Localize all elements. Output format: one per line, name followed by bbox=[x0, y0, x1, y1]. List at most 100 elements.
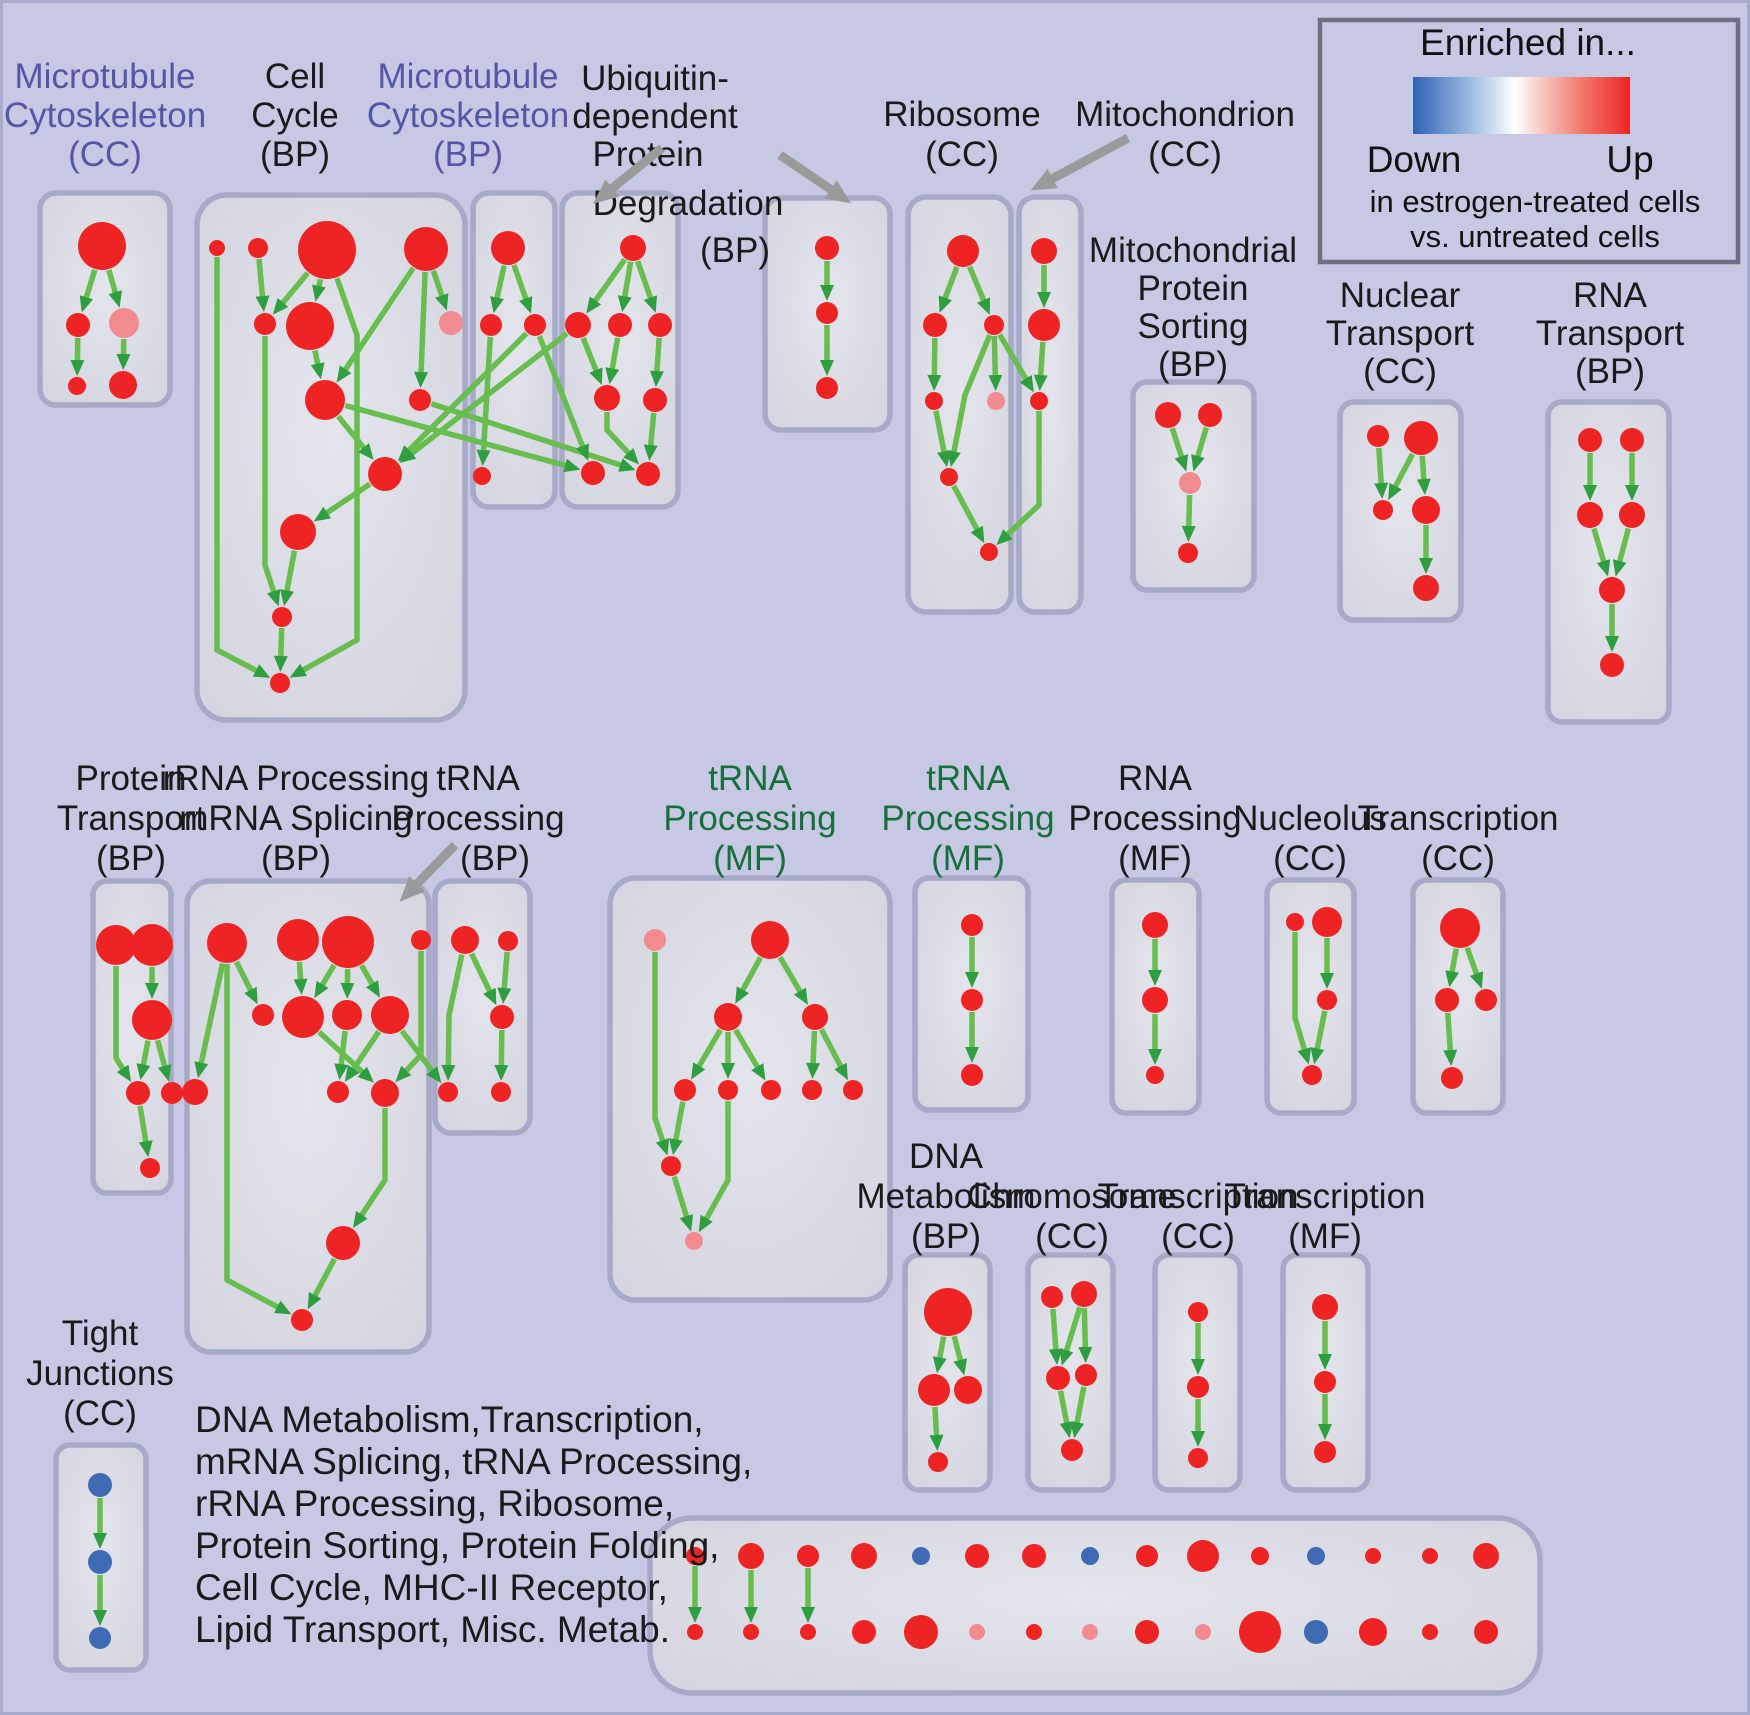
misc-text-line: Protein Sorting, Protein Folding, bbox=[195, 1525, 719, 1566]
edge-arrow bbox=[497, 951, 512, 1005]
cluster-label-line: Mitochondrial bbox=[1089, 231, 1297, 270]
go-term-node-ribosome-cc-1 bbox=[923, 313, 947, 337]
go-term-node-trna-processing-mf-large-7 bbox=[802, 1080, 822, 1100]
go-term-node-misc-clusters-strip-28 bbox=[1422, 1624, 1438, 1640]
cluster-label-line: Transport bbox=[1536, 314, 1685, 353]
edge-arrow bbox=[1169, 427, 1189, 472]
go-term-node-transcription-cc-row2-1 bbox=[1435, 988, 1459, 1012]
edge-arrow bbox=[399, 1029, 442, 1084]
cluster-label-transcription-cc-row3: Transcription(CC) bbox=[1098, 1177, 1299, 1256]
nodes-ribosome-cc bbox=[923, 235, 1005, 561]
edges-trna-processing-bp bbox=[441, 951, 512, 1082]
cluster-label-line: Transcription bbox=[1098, 1177, 1299, 1216]
edge-arrow bbox=[490, 264, 507, 314]
go-term-node-trna-processing-bp-1 bbox=[498, 931, 518, 951]
go-term-node-misc-clusters-strip-12 bbox=[1365, 1548, 1381, 1564]
edges-microtubule-cytoskeleton-cc bbox=[70, 269, 131, 377]
go-term-node-rna-transport-bp-3 bbox=[1619, 502, 1645, 528]
go-term-node-microtubule-cytoskeleton-cc-3 bbox=[68, 377, 86, 395]
edge-arrow bbox=[255, 258, 270, 313]
go-term-node-mitochondrial-protein-sorting-bp-2 bbox=[1179, 472, 1201, 494]
edge-arrow bbox=[536, 335, 589, 461]
go-term-node-rna-transport-bp-0 bbox=[1578, 428, 1602, 452]
legend-up-label: Up bbox=[1606, 139, 1653, 180]
cluster-label-transcription-mf: Transcription(MF) bbox=[1225, 1177, 1426, 1256]
go-term-node-transcription-cc-row2-3 bbox=[1441, 1067, 1463, 1089]
edge-arrow bbox=[154, 1039, 172, 1082]
edges-cell-cycle-bp bbox=[214, 257, 449, 678]
edge-arrow bbox=[733, 1028, 766, 1081]
nodes-microtubule-cytoskeleton-bp bbox=[473, 231, 546, 485]
cluster-label-line: dependent bbox=[572, 97, 738, 136]
go-term-node-ubiquitin-chain-cluster-1 bbox=[816, 302, 838, 324]
cluster-label-line: (BP) bbox=[96, 839, 166, 878]
go-term-node-misc-clusters-strip-17 bbox=[800, 1624, 816, 1640]
go-term-node-rrna-processing-mrna-splicing-bp-7 bbox=[371, 996, 409, 1034]
cluster-label-line: (CC) bbox=[68, 135, 142, 174]
go-term-node-transcription-mf-2 bbox=[1314, 1441, 1336, 1463]
cluster-label-line: Processing bbox=[881, 799, 1054, 838]
edge-arrow bbox=[649, 337, 664, 388]
go-term-node-cell-cycle-bp-0 bbox=[209, 240, 225, 256]
go-term-node-trna-processing-mf-small-2 bbox=[961, 1064, 983, 1086]
edges-transcription-cc-row2 bbox=[1443, 946, 1484, 1067]
go-term-node-misc-clusters-strip-10 bbox=[1251, 1547, 1269, 1565]
go-term-node-misc-clusters-strip-16 bbox=[743, 1624, 759, 1640]
edge-arrow bbox=[194, 962, 226, 1079]
go-term-node-ribosome-cc-4 bbox=[987, 392, 1005, 410]
edge-arrow bbox=[1416, 455, 1431, 496]
go-term-node-misc-clusters-strip-15 bbox=[687, 1624, 703, 1640]
edges-rna-transport-bp bbox=[1583, 453, 1639, 652]
cluster-label-line: (BP) bbox=[911, 1217, 981, 1256]
go-term-node-misc-clusters-strip-24 bbox=[1195, 1624, 1211, 1640]
edge-arrow bbox=[312, 278, 326, 302]
go-term-node-misc-clusters-strip-23 bbox=[1135, 1620, 1159, 1644]
go-term-node-misc-clusters-strip-0 bbox=[686, 1547, 704, 1565]
go-term-node-trna-processing-mf-small-1 bbox=[961, 989, 983, 1011]
go-term-node-mitochondrion-cc-0 bbox=[1031, 238, 1057, 264]
edges-mitochondrial-protein-sorting-bp bbox=[1169, 426, 1209, 543]
edge-arrow bbox=[214, 257, 271, 678]
cluster-label-line: (CC) bbox=[925, 135, 999, 174]
go-term-node-mitochondrion-cc-2 bbox=[1030, 392, 1048, 410]
go-term-node-misc-clusters-strip-2 bbox=[797, 1545, 819, 1567]
edge-arrow bbox=[671, 1175, 694, 1232]
cluster-label-line: Processing bbox=[391, 799, 564, 838]
go-term-node-ubiquitin-dependent-protein-degradation-bp-1 bbox=[565, 312, 591, 338]
cluster-label-line: RNA bbox=[1118, 759, 1193, 798]
go-term-node-rna-transport-bp-2 bbox=[1577, 502, 1603, 528]
go-term-node-trna-processing-bp-0 bbox=[451, 926, 479, 954]
go-term-node-misc-clusters-strip-20 bbox=[969, 1624, 985, 1640]
go-term-node-trna-processing-bp-2 bbox=[490, 1005, 514, 1029]
edge-arrow bbox=[441, 954, 465, 1082]
go-term-node-ubiquitin-dependent-protein-degradation-bp-2 bbox=[608, 313, 632, 337]
edge-arrow bbox=[136, 1040, 151, 1081]
go-term-node-rrna-processing-mrna-splicing-bp-9 bbox=[327, 1081, 349, 1103]
go-term-node-transcription-cc-row2-2 bbox=[1475, 989, 1497, 1011]
go-term-node-cell-cycle-bp-12 bbox=[270, 673, 290, 693]
go-term-node-misc-clusters-strip-29 bbox=[1474, 1620, 1498, 1644]
go-term-node-tight-junctions-cc-2 bbox=[89, 1627, 111, 1649]
cluster-label-ubiquitin-dependent-protein-degradation-bp: Ubiquitin-dependentProteinDegradation(BP… bbox=[572, 59, 783, 270]
legend: Enriched in... Down Up in estrogen-treated … bbox=[1317, 17, 1741, 265]
cluster-label-line: tRNA bbox=[926, 759, 1010, 798]
go-term-node-ubiquitin-dependent-protein-degradation-bp-0 bbox=[620, 235, 646, 261]
edges-ubiquitin-dependent-protein-degradation-bp bbox=[580, 257, 664, 465]
cluster-label-line: (CC) bbox=[1363, 352, 1437, 391]
go-term-node-transcription-cc-row2-0 bbox=[1440, 908, 1480, 948]
go-term-node-misc-clusters-strip-25 bbox=[1239, 1611, 1281, 1653]
go-term-node-microtubule-cytoskeleton-cc-0 bbox=[78, 222, 126, 270]
edge-arrow bbox=[933, 410, 951, 468]
go-term-node-misc-clusters-strip-8 bbox=[1136, 1545, 1158, 1567]
cluster-label-line: Cytoskeleton bbox=[367, 96, 569, 135]
cluster-label-line: tRNA bbox=[708, 759, 792, 798]
nodes-dna-metabolism-bp bbox=[918, 1288, 982, 1472]
go-term-node-chromosome-cc-4 bbox=[1061, 1439, 1083, 1461]
edge-arrow bbox=[352, 1108, 388, 1229]
cluster-label-line: DNA bbox=[909, 1137, 984, 1176]
go-term-node-rrna-processing-mrna-splicing-bp-8 bbox=[182, 1079, 208, 1105]
go-term-node-misc-clusters-strip-18 bbox=[852, 1620, 876, 1644]
